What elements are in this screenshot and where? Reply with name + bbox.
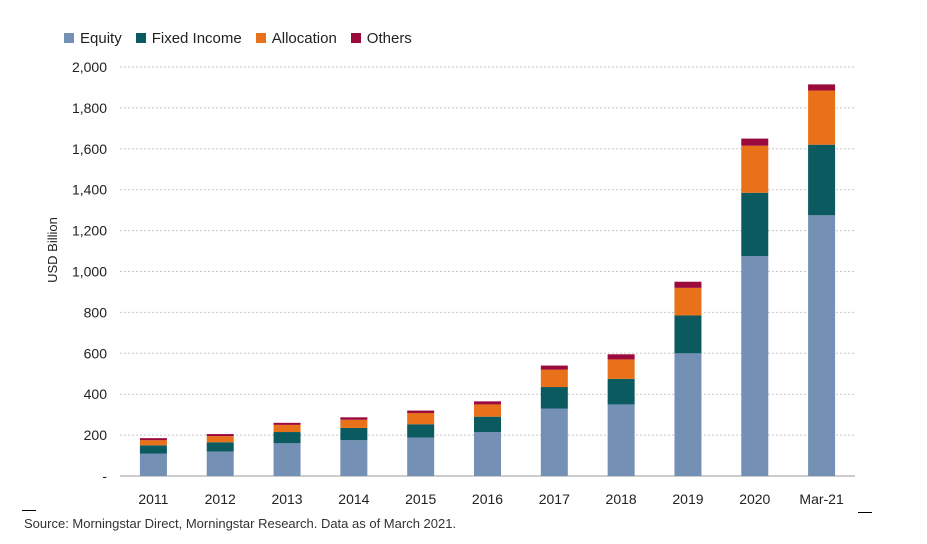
bar-segment: [139, 438, 167, 441]
bar-segment: [674, 281, 702, 288]
bar-segment: [206, 442, 234, 452]
y-tick-label: 1,800: [72, 100, 107, 116]
bar-segment: [139, 445, 167, 454]
legend-item: Others: [350, 29, 412, 47]
bar-segment: [474, 432, 501, 476]
y-tick-label: 2,000: [72, 59, 107, 75]
bar-segment: [607, 359, 635, 379]
bar-segment: [741, 256, 769, 476]
bar-segment: [540, 387, 568, 409]
bar-segment: [741, 192, 769, 257]
bar-segment: [741, 145, 769, 193]
bar-segment: [808, 84, 836, 91]
footer-rule-right: [858, 512, 872, 513]
legend-label: Allocation: [271, 29, 337, 47]
x-tick-label: 2020: [739, 491, 770, 507]
bar-segment: [474, 416, 501, 433]
bar-segment: [741, 138, 769, 146]
bar-segment: [340, 427, 368, 441]
legend-swatch: [255, 33, 266, 43]
y-tick-label: 600: [84, 345, 108, 361]
y-tick-label: 400: [84, 386, 108, 402]
legend-swatch: [135, 33, 146, 43]
bar-segment: [273, 443, 301, 476]
bar-segment: [607, 378, 635, 405]
y-tick-label: 1,600: [72, 141, 107, 157]
bar-segment: [808, 215, 836, 476]
y-tick-label: -: [102, 468, 107, 484]
bar-segment: [407, 437, 435, 476]
legend-item: Equity: [64, 30, 122, 47]
x-tick-label: 2012: [205, 491, 236, 507]
bar-segment: [540, 369, 568, 388]
legend-item: Allocation: [255, 29, 337, 47]
bar-segment: [340, 419, 368, 428]
bar-segment: [139, 440, 167, 446]
x-tick-label: 2017: [539, 491, 570, 507]
y-tick-label: 1,200: [72, 223, 107, 239]
bar-segment: [474, 404, 501, 417]
bar-segment: [607, 404, 635, 476]
y-axis-title: USD Billion: [45, 217, 60, 283]
bar-segment: [407, 424, 435, 438]
bar-segment: [474, 401, 501, 405]
x-tick-label: 2014: [338, 491, 369, 507]
x-tick-label: 2018: [606, 491, 637, 507]
y-tick-label: 200: [84, 427, 108, 443]
y-tick-label: 1,400: [72, 182, 107, 198]
bar-segment: [139, 453, 167, 476]
legend-swatch: [350, 33, 361, 43]
bar-segment: [808, 90, 836, 145]
x-tick-label: 2016: [472, 491, 503, 507]
bar-segment: [273, 422, 301, 425]
legend-label: Fixed Income: [151, 29, 242, 47]
bar-segment: [808, 144, 836, 216]
y-tick-label: 800: [84, 304, 108, 320]
x-tick-label: 2015: [405, 491, 436, 507]
x-tick-label: 2011: [138, 491, 168, 507]
bar-segment: [674, 287, 702, 316]
legend-label: Equity: [80, 29, 122, 47]
bar-segment: [407, 413, 435, 425]
bar-segment: [340, 417, 368, 420]
bar-segment: [674, 315, 702, 354]
bar-segment: [607, 354, 635, 360]
x-tick-label: 2019: [672, 491, 703, 507]
y-tick-label: 1,000: [72, 264, 107, 280]
legend-swatch: [64, 33, 74, 43]
bar-segment: [273, 424, 301, 433]
bar-segment: [273, 432, 301, 444]
source-note: Source: Morningstar Direct, Morningstar …: [24, 516, 457, 531]
x-tick-label: Mar-21: [799, 491, 844, 507]
chart-legend: Equity Fixed Income Allocation Others: [64, 28, 412, 48]
bar-segment: [540, 365, 568, 370]
bar-segment: [540, 408, 568, 476]
bar-segment: [206, 451, 234, 476]
bar-segment: [674, 353, 702, 476]
bar-segment: [407, 410, 435, 414]
bar-segment: [340, 440, 368, 476]
legend-label: Others: [366, 29, 412, 47]
bar-segment: [206, 436, 234, 443]
bar-segment: [206, 434, 234, 437]
legend-item: Fixed Income: [135, 29, 242, 47]
footer-rule-left: [22, 510, 36, 511]
x-tick-label: 2013: [271, 491, 302, 507]
